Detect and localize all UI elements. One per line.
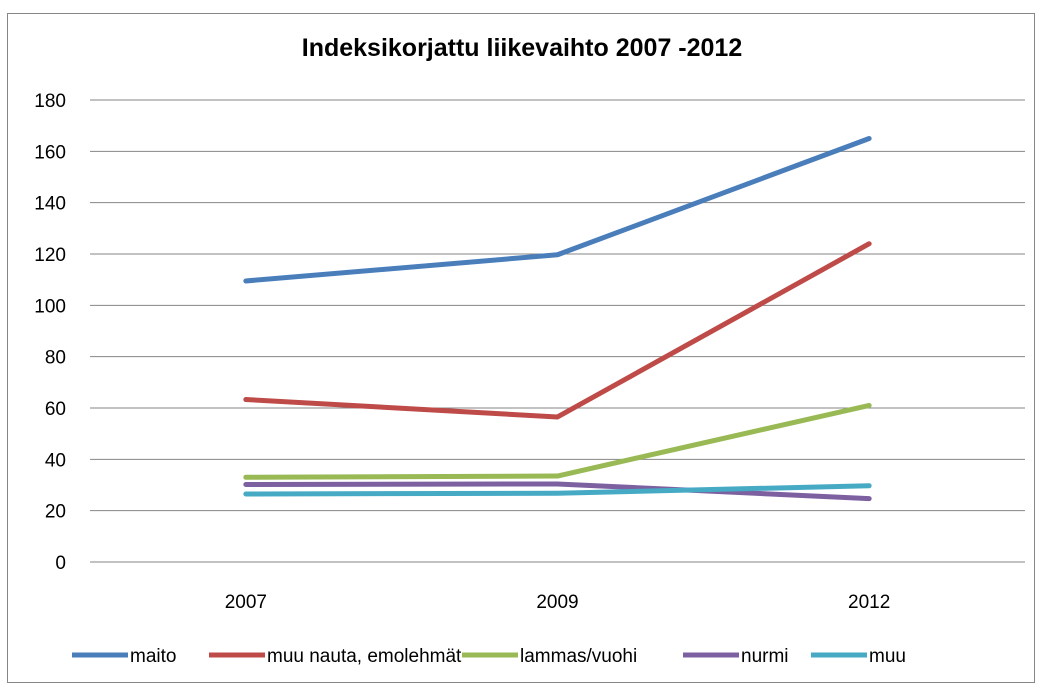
series-lines	[243, 136, 872, 502]
series-line-nurmi	[243, 481, 872, 502]
y-tick-label: 180	[34, 91, 66, 112]
series-line-maito	[243, 136, 872, 284]
chart-frame	[7, 13, 1035, 683]
legend-label: muu	[869, 646, 906, 667]
y-axis-tick-labels: 0 20 40 60 80 100 120 140 160 180	[34, 91, 66, 574]
y-tick-label: 140	[34, 194, 66, 215]
legend-label: nurmi	[741, 646, 789, 667]
legend-item: nurmi	[683, 646, 789, 667]
x-axis-tick-labels: 2007 2009 2012	[225, 592, 891, 613]
legend-label: muu nauta, emolehmät	[267, 646, 462, 667]
y-tick-label: 40	[45, 450, 66, 471]
y-tick-label: 100	[34, 296, 66, 317]
legend-item: muu nauta, emolehmät	[209, 646, 462, 667]
series-line-muu-nauta-emolehm-t	[243, 241, 872, 420]
legend-item: maito	[72, 646, 176, 667]
series-line-muu	[243, 483, 872, 497]
x-tick-label: 2007	[225, 592, 267, 613]
legend-label: lammas/vuohi	[520, 646, 637, 667]
y-tick-label: 160	[34, 142, 66, 163]
y-tick-label: 0	[55, 553, 66, 574]
y-tick-label: 80	[45, 348, 66, 369]
legend-item: lammas/vuohi	[462, 646, 637, 667]
y-tick-label: 60	[45, 399, 66, 420]
chart-title: Indeksikorjattu liikevaihto 2007 -2012	[301, 34, 743, 62]
x-tick-label: 2009	[536, 592, 578, 613]
legend-item: muu	[811, 646, 906, 667]
x-tick-label: 2012	[848, 592, 890, 613]
y-tick-label: 20	[45, 502, 66, 523]
series-line-lammas-vuohi	[243, 402, 872, 480]
y-tick-label: 120	[34, 245, 66, 266]
legend-label: maito	[130, 646, 176, 667]
legend: maito muu nauta, emolehmät lammas/vuohi nur…	[72, 646, 906, 667]
